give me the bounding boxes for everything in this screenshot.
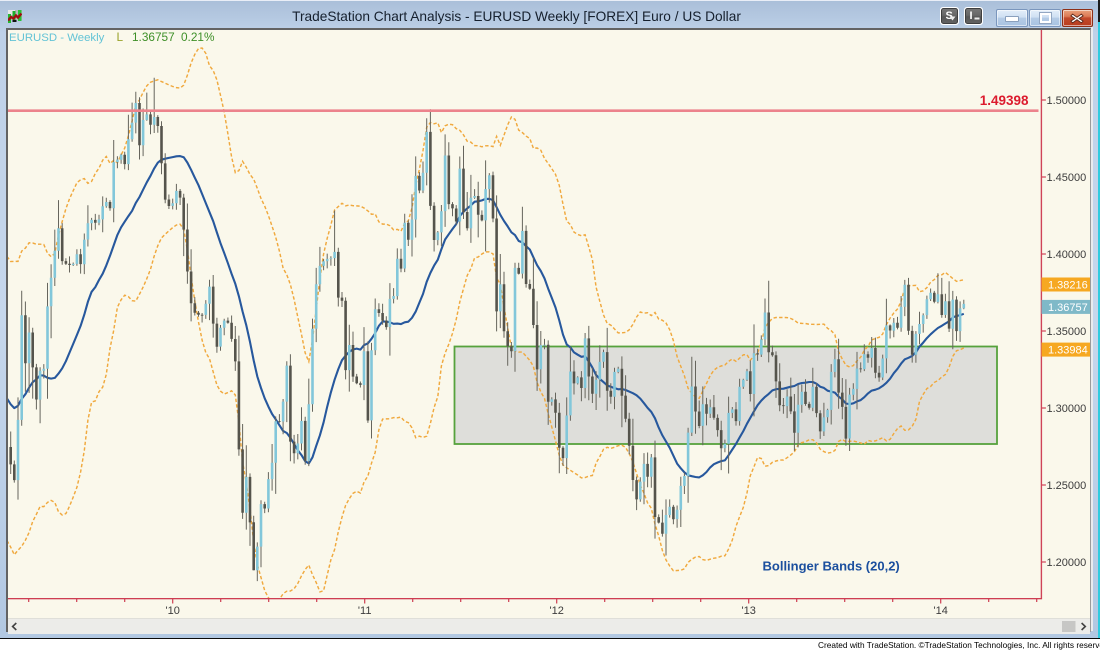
svg-text:'12: '12 <box>550 605 564 617</box>
svg-text:1.33984: 1.33984 <box>1048 345 1088 357</box>
svg-text:1.50000: 1.50000 <box>1047 95 1087 107</box>
svg-text:Bollinger Bands (20,2): Bollinger Bands (20,2) <box>763 559 900 574</box>
svg-text:1.30000: 1.30000 <box>1047 403 1087 415</box>
svg-text:1.49398: 1.49398 <box>980 93 1029 108</box>
svg-text:1.20000: 1.20000 <box>1047 557 1087 569</box>
svg-text:1.40000: 1.40000 <box>1047 249 1087 261</box>
svg-text:1.36757: 1.36757 <box>1048 302 1088 314</box>
svg-text:1.25000: 1.25000 <box>1047 480 1087 492</box>
svg-text:'11: '11 <box>358 605 372 617</box>
svg-text:1.35000: 1.35000 <box>1047 326 1087 338</box>
svg-text:'14: '14 <box>934 605 948 617</box>
svg-text:1.45000: 1.45000 <box>1047 172 1087 184</box>
svg-text:1.38216: 1.38216 <box>1048 279 1088 291</box>
svg-text:'10: '10 <box>166 605 180 617</box>
svg-text:'13: '13 <box>742 605 756 617</box>
